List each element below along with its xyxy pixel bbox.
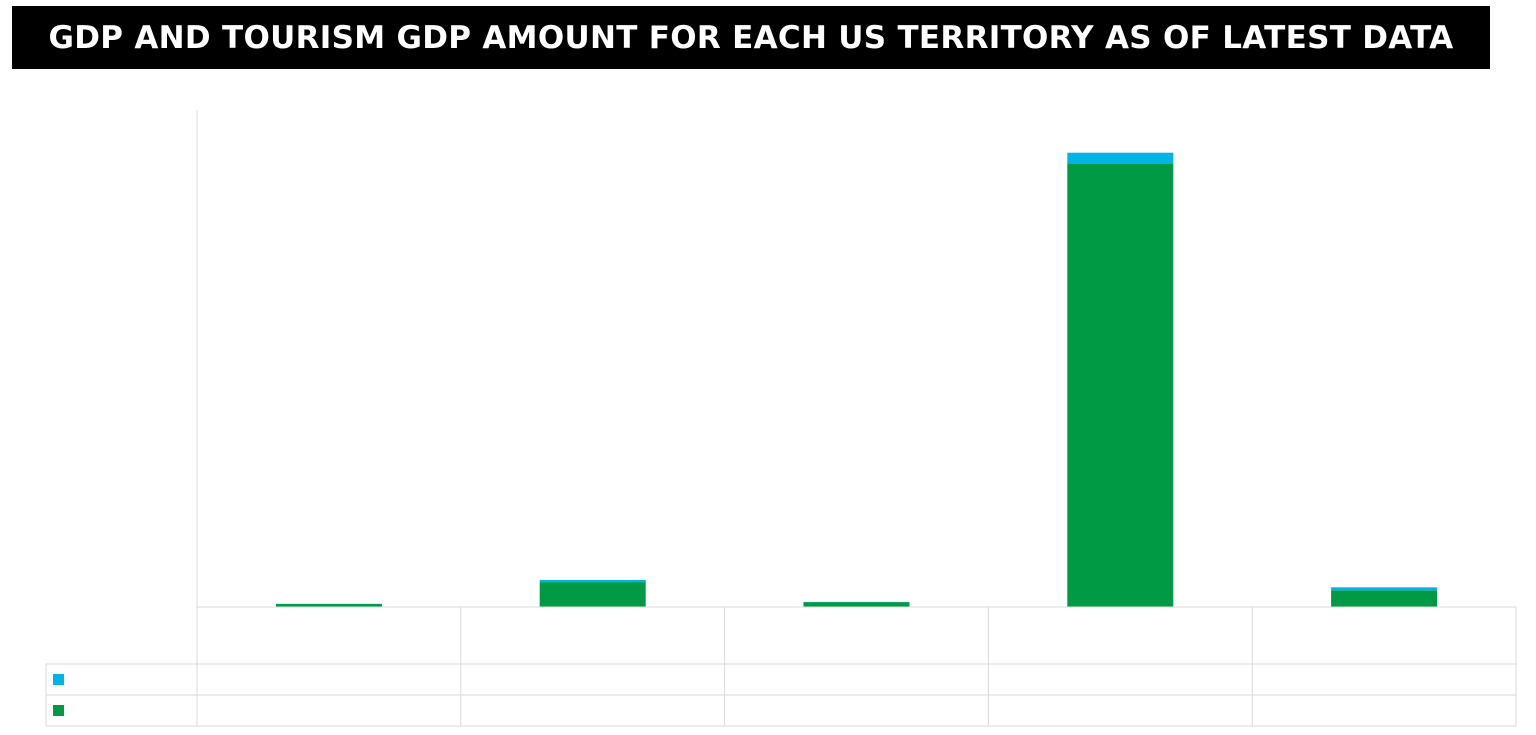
legend-swatch-series-0 <box>53 674 64 685</box>
chart-bars <box>275 152 1438 607</box>
bar-series-1-category-3 <box>1067 164 1174 607</box>
bar-series-1-category-4 <box>1331 590 1438 607</box>
bar-series-1-category-1 <box>539 582 646 607</box>
legend-swatch-series-1 <box>53 705 64 716</box>
bar-series-0-category-4 <box>1331 587 1438 591</box>
chart-title: GDP AND TOURISM GDP AMOUNT FOR EACH US T… <box>48 19 1454 56</box>
data-table <box>45 606 1517 727</box>
bar-series-0-category-1 <box>539 580 646 583</box>
chart-title-bar: GDP AND TOURISM GDP AMOUNT FOR EACH US T… <box>12 6 1490 69</box>
bar-series-1-category-0 <box>275 604 382 607</box>
bar-series-0-category-3 <box>1067 152 1174 164</box>
bar-series-1-category-2 <box>803 602 910 607</box>
